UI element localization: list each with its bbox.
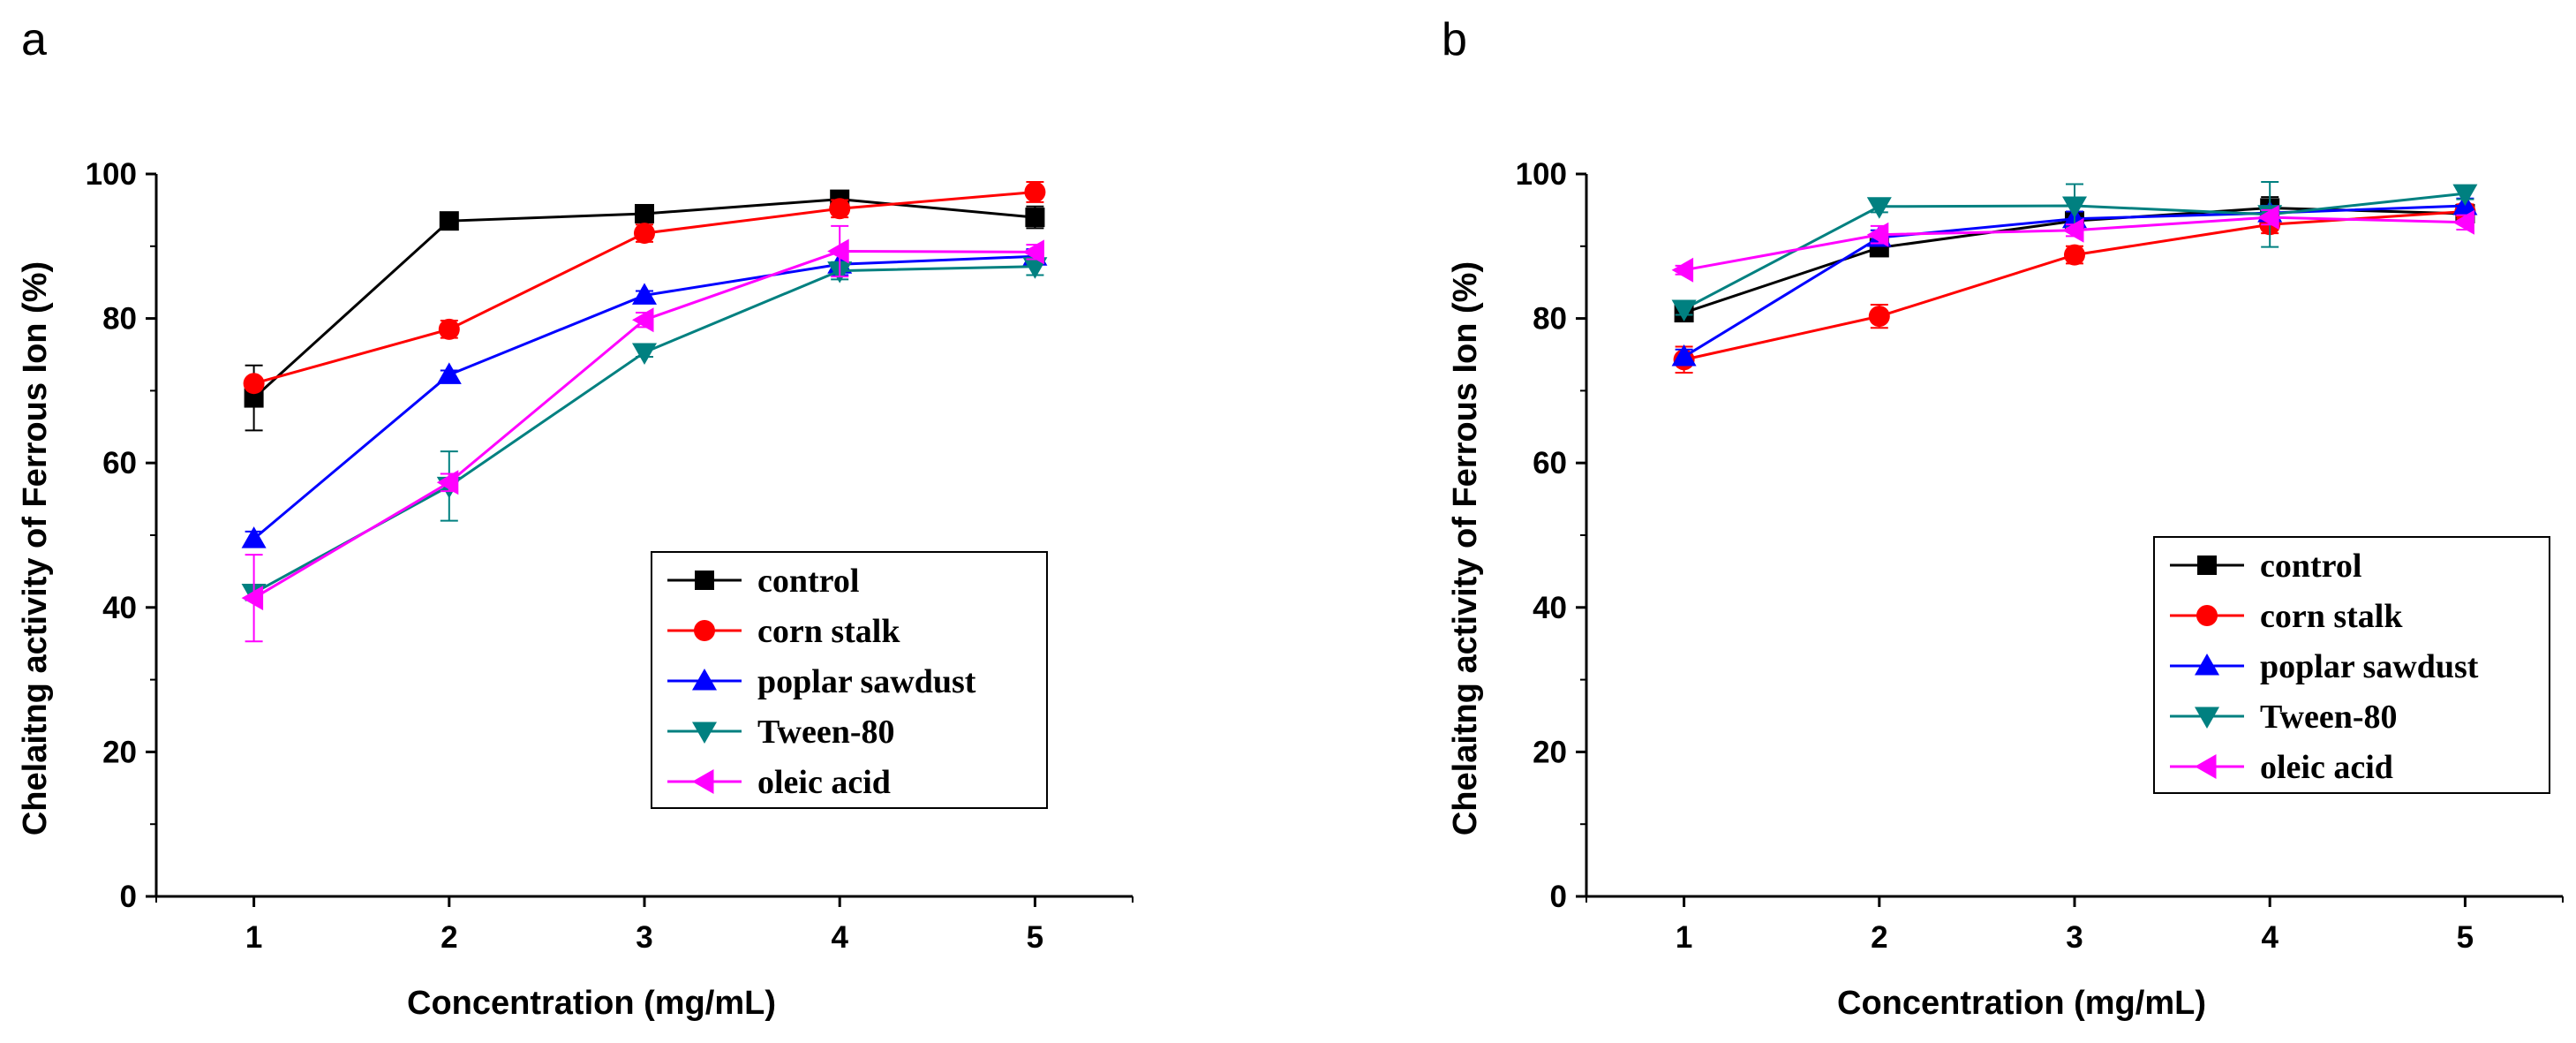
panel-b-series-tween-80-point — [1866, 197, 1892, 219]
panel-a-series-corn-stalk-point — [1024, 181, 1046, 203]
panel-a-series-poplar-sawdust — [241, 244, 1048, 548]
panel-a-series-corn-stalk-point — [438, 318, 460, 340]
panel-a-chart: a 0 20 40 60 80 100 1 2 3 4 5 Concentration (mg/mL) C… — [17, 14, 1134, 1022]
panel-a-x-tick-label: 1 — [245, 920, 262, 955]
panel-b-series-oleic-acid — [1671, 205, 2474, 283]
panel-b-series-oleic-acid-point — [2452, 209, 2474, 235]
panel-b-x-tick-label: 4 — [2261, 920, 2278, 955]
panel-b-y-axis-title: Chelaitng activity of Ferrous Ion (%) — [1447, 261, 1484, 835]
panel-b-legend-label: Tween-80 — [2260, 699, 2398, 736]
panel-a-legend: control corn stalk poplar sawdust Tween-80 o… — [651, 551, 1048, 809]
panel-b-legend-marker — [2195, 654, 2219, 676]
panel-b-legend: control corn stalk poplar sawdust Tween-80 o… — [2153, 536, 2550, 794]
panel-b-series-tween-80-point — [1671, 299, 1697, 321]
panel-a-x-tick-label: 5 — [1027, 920, 1043, 955]
panel-a-series-control-point — [439, 211, 459, 231]
panel-a-series-corn-stalk-point — [829, 198, 851, 220]
panel-a-letter: a — [21, 14, 47, 65]
panel-a-legend-label: corn stalk — [757, 613, 900, 650]
panel-b-x-tick-label: 3 — [2066, 920, 2083, 955]
panel-a-legend-marker — [692, 669, 717, 691]
panel-a-series-corn-stalk — [243, 180, 1046, 395]
panel-b-series-corn-stalk-point — [1868, 306, 1890, 328]
panel-b-series-tween-80-point — [2062, 196, 2087, 218]
panel-a-y-tick-label: 20 — [102, 735, 137, 769]
panel-a-series-poplar-sawdust-point — [241, 526, 267, 548]
panel-a-series-corn-stalk-point — [634, 223, 655, 245]
panel-b-series-oleic-acid-point — [1866, 222, 1889, 247]
panel-a-y-tick-label: 100 — [86, 157, 137, 192]
panel-b-legend-label: corn stalk — [2260, 598, 2403, 635]
panel-a-series-oleic-acid-point — [827, 238, 849, 264]
panel-a-series-oleic-acid-point — [241, 586, 264, 611]
panel-b-series-oleic-acid-point — [1671, 257, 1694, 283]
panel-a-series-poplar-sawdust-point — [632, 283, 657, 305]
panel-a-series-control-point — [635, 203, 654, 223]
panel-a-series-oleic-acid-point — [632, 307, 654, 333]
panel-b-legend-marker — [2197, 556, 2217, 575]
panel-b-series-oleic-acid-point — [2062, 217, 2084, 243]
panel-a-series-control-point — [1025, 208, 1045, 228]
panel-b-series-tween-80-point — [2452, 184, 2478, 207]
panel-a-legend-marker — [694, 620, 715, 641]
panel-a-legend-label: Tween-80 — [757, 714, 895, 751]
panel-a-legend-label: control — [757, 563, 859, 600]
panel-b-legend-marker — [2196, 605, 2218, 626]
panel-b-series-oleic-acid-point — [2257, 205, 2279, 231]
panel-a-x-tick-label: 2 — [441, 920, 457, 955]
panel-a-legend-marker — [692, 722, 717, 744]
panel-b-y-tick-label: 80 — [1533, 302, 1567, 336]
panel-b-x-axis-title: Concentration (mg/mL) — [1837, 985, 2206, 1022]
panel-b-series-poplar-sawdust-point — [1671, 344, 1697, 367]
panel-a-series-oleic-acid-point — [1022, 239, 1044, 265]
panel-a-y-tick-label: 0 — [120, 880, 137, 914]
panel-b-x-tick-label: 2 — [1871, 920, 1887, 955]
panel-b-y-tick-label: 60 — [1533, 446, 1567, 480]
panel-a-series-poplar-sawdust-point — [436, 362, 462, 384]
panel-a-legend-marker — [692, 769, 714, 794]
panel-b-legend-label: poplar sawdust — [2260, 648, 2479, 685]
panel-a-y-tick-label: 60 — [102, 446, 137, 480]
panel-a-x-tick-label: 3 — [636, 920, 652, 955]
panel-b-series-corn-stalk-point — [2064, 244, 2085, 266]
panel-a-series-tween-80-point — [632, 343, 657, 366]
panel-a-y-axis-title: Chelaitng activity of Ferrous Ion (%) — [17, 261, 54, 835]
panel-b-x-tick-label: 1 — [1676, 920, 1692, 955]
panel-a-legend-marker — [695, 571, 714, 590]
panel-b-y-tick-label: 40 — [1533, 591, 1567, 625]
panel-a-x-axis-title: Concentration (mg/mL) — [407, 985, 776, 1022]
panel-a-legend-label: oleic acid — [757, 764, 891, 801]
panel-a-y-tick-label: 40 — [102, 591, 137, 625]
panel-a-series-corn-stalk-point — [243, 373, 265, 395]
panel-b-legend-label: control — [2260, 548, 2361, 585]
panel-a-series-oleic-acid-point — [436, 470, 459, 495]
panel-b-chart: b 0 20 40 60 80 100 1 2 3 4 5 Concentration (mg/mL) C… — [1442, 14, 2564, 1022]
panel-b-legend-marker — [2195, 754, 2217, 779]
panel-a-y-tick-label: 80 — [102, 302, 137, 336]
panel-b-legend-marker — [2195, 707, 2219, 729]
panel-b-letter: b — [1442, 14, 1467, 65]
panel-b-y-tick-label: 100 — [1516, 157, 1567, 192]
panel-a-series-control-point — [244, 388, 264, 408]
panel-a-legend-box — [651, 551, 1048, 809]
panel-a-legend-label: poplar sawdust — [757, 663, 976, 700]
panel-b-y-tick-label: 0 — [1550, 880, 1567, 914]
panel-b-legend-label: oleic acid — [2260, 749, 2393, 786]
panel-a-x-tick-label: 4 — [831, 920, 848, 955]
panel-b-x-tick-label: 5 — [2457, 920, 2474, 955]
panel-b-y-tick-label: 20 — [1533, 735, 1567, 769]
panel-a-series-oleic-acid — [241, 224, 1044, 643]
